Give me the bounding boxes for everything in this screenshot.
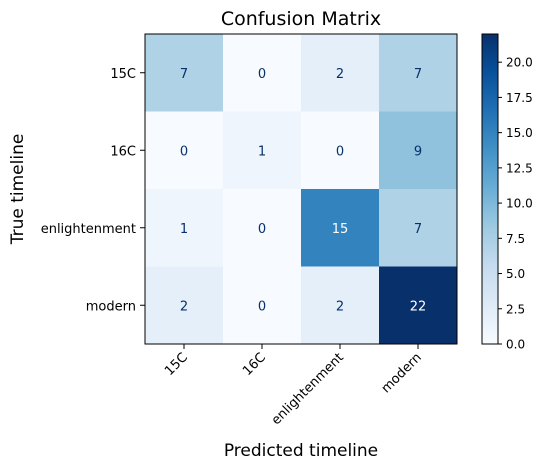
y-tick-label: 15C (110, 67, 136, 82)
x-tick-label: modern (379, 350, 425, 396)
cell-value-label: 0 (180, 144, 188, 159)
heatmap-cell (223, 266, 302, 345)
colorbar-tick-label: 17.5 (506, 91, 533, 105)
heatmap-cell (223, 189, 302, 267)
cell-value-label: 2 (336, 299, 344, 314)
heatmap-cell (145, 189, 224, 267)
heatmap-cell (223, 111, 302, 190)
cell-value-label: 0 (258, 67, 266, 82)
x-tick-label: enlightenment (269, 350, 347, 428)
heatmap-cell (145, 34, 224, 112)
y-axis-ticks: 15C 16C enlightenment modern (41, 67, 145, 314)
heatmap-cells: 7 0 2 70 1 0 91 0 15 72 0 2 22 (145, 34, 458, 345)
cell-value-label: 1 (258, 144, 266, 159)
heatmap-cell (379, 189, 458, 267)
heatmap-cell (145, 266, 224, 345)
y-tick-label: enlightenment (41, 222, 136, 237)
y-axis-label: True timeline (8, 134, 28, 246)
plot-frame (144, 33, 458, 345)
colorbar-tick-label: 0.0 (506, 338, 525, 352)
heatmap-cell (301, 266, 380, 345)
x-tick-label: 15C (162, 350, 191, 379)
colorbar-tick-label: 5.0 (506, 267, 525, 281)
cell-value-label: 0 (336, 144, 344, 159)
x-axis-label: Predicted timeline (224, 441, 378, 461)
y-tick-label: modern (86, 299, 136, 314)
chart-title: Confusion Matrix (221, 8, 381, 30)
y-tick-label: 16C (110, 144, 136, 159)
heatmap-cell (301, 189, 380, 267)
cell-value-label: 15 (332, 222, 349, 237)
heatmap-cell (379, 266, 458, 345)
colorbar-tick-label: 20.0 (506, 56, 533, 70)
colorbar-ticks: 0.0 2.5 5.0 7.5 10.0 12.5 15.0 17.5 20.0 (498, 56, 533, 352)
cell-value-label: 22 (410, 299, 427, 314)
cell-value-label: 7 (180, 67, 188, 82)
heatmap-cell (301, 34, 380, 112)
cell-value-label: 9 (414, 144, 422, 159)
cell-value-label: 0 (258, 222, 266, 237)
cell-value-label: 2 (180, 299, 188, 314)
cell-value-label: 2 (336, 67, 344, 82)
colorbar-tick-label: 12.5 (506, 161, 533, 175)
colorbar-tick-label: 7.5 (506, 232, 525, 246)
colorbar-tick-label: 2.5 (506, 302, 525, 316)
colorbar-tick-label: 10.0 (506, 197, 533, 211)
x-axis-ticks: 15C 16C enlightenment modern (162, 344, 425, 428)
cell-value-label: 7 (414, 222, 422, 237)
heatmap-cell (379, 111, 458, 190)
heatmap-cell (301, 111, 380, 190)
cell-value-label: 7 (414, 67, 422, 82)
cell-value-label: 0 (258, 299, 266, 314)
heatmap-cell (145, 111, 224, 190)
colorbar-tick-label: 15.0 (506, 126, 533, 140)
cell-value-label: 1 (180, 222, 188, 237)
heatmap-cell (379, 34, 458, 112)
x-tick-label: 16C (240, 350, 269, 379)
colorbar (481, 33, 499, 345)
heatmap-cell (223, 34, 302, 112)
